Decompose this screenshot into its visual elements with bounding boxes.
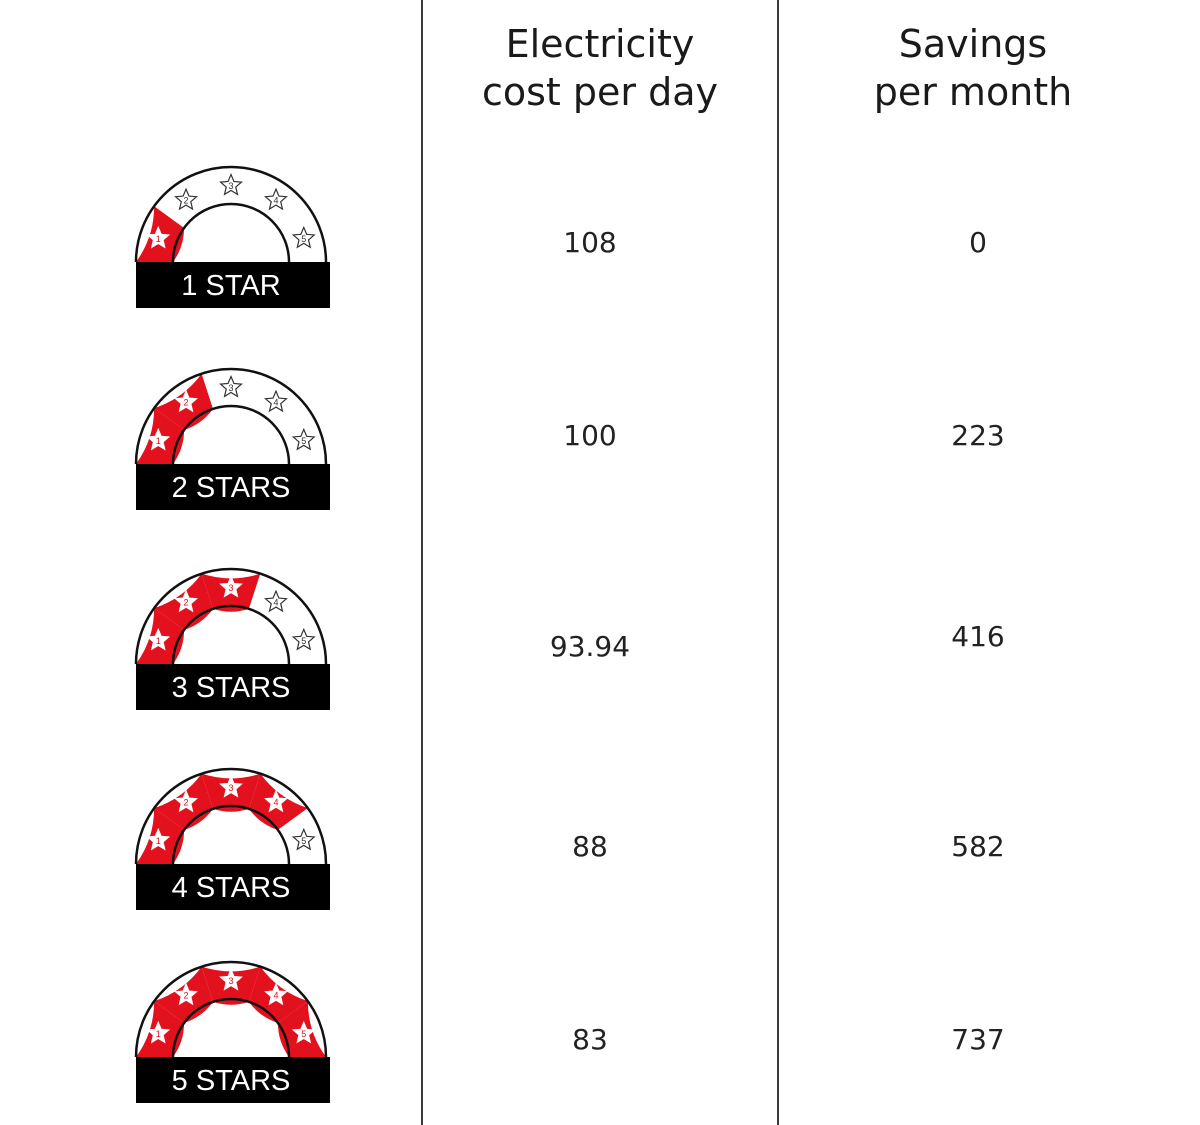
- star-icon: [291, 1020, 316, 1044]
- star-number: 2: [184, 798, 189, 808]
- savings-value: 0: [969, 226, 987, 259]
- rating-label: 1 STAR: [181, 270, 280, 302]
- star-icon: [291, 427, 316, 451]
- star-icon: [174, 982, 198, 1006]
- column-divider-right: [777, 0, 779, 1125]
- star-number: 5: [301, 1029, 306, 1039]
- star-icon: [146, 827, 171, 851]
- rating-label-band: [136, 1057, 330, 1103]
- star-icon: [264, 589, 288, 613]
- star-rating-gauge: 1 2 3 4 5 4 STARS: [134, 767, 330, 910]
- savings-value: 223: [951, 419, 1005, 452]
- star-number: 2: [184, 598, 189, 608]
- star-number: 5: [301, 234, 306, 244]
- rating-label: 4 STARS: [172, 872, 291, 904]
- star-icon: [291, 827, 316, 851]
- star-number: 5: [301, 436, 306, 446]
- star-rating-badge: 1 2 3 4 5 4 STARS: [132, 760, 330, 910]
- star-number: 1: [156, 1029, 161, 1039]
- star-number: 3: [228, 976, 233, 986]
- star-number: 2: [184, 991, 189, 1001]
- star-rating-gauge: 1 2 3 4 5 2 STARS: [134, 367, 330, 510]
- star-icon: [146, 427, 171, 451]
- cost-column-header: Electricity cost per day: [481, 22, 718, 114]
- star-icon: [219, 374, 243, 398]
- rating-label-band: [136, 864, 330, 910]
- star-icon: [146, 225, 171, 249]
- star-icon: [291, 225, 316, 249]
- star-icon: [174, 389, 198, 413]
- star-number: 5: [301, 636, 306, 646]
- star-number: 1: [156, 234, 161, 244]
- star-number: 2: [184, 398, 189, 408]
- star-icon: [219, 574, 243, 598]
- cost-value: 93.94: [549, 630, 631, 663]
- savings-value: 416: [951, 620, 1005, 653]
- cost-value: 88: [572, 830, 608, 863]
- rating-label-band: [136, 464, 330, 510]
- star-icon: [174, 187, 198, 211]
- star-number: 3: [228, 583, 233, 593]
- star-number: 4: [273, 798, 278, 808]
- star-rating-badge: 1 2 3 4 5 2 STARS: [132, 360, 330, 510]
- star-number: 4: [273, 991, 278, 1001]
- rating-label: 3 STARS: [172, 672, 291, 704]
- savings-value: 737: [951, 1023, 1005, 1056]
- rating-label: 2 STARS: [172, 472, 291, 504]
- star-number: 3: [228, 783, 233, 793]
- star-rating-gauge: 1 2 3 4 5 3 STARS: [134, 567, 330, 710]
- star-rating-gauge: 1 2 3 4 5 5 STARS: [134, 960, 330, 1103]
- star-icon: [219, 172, 243, 196]
- star-number: 2: [184, 196, 189, 206]
- star-icon: [291, 627, 316, 651]
- star-number: 5: [301, 836, 306, 846]
- star-number: 1: [156, 636, 161, 646]
- column-divider-left: [421, 0, 423, 1125]
- rating-label-band: [136, 262, 330, 308]
- star-number: 1: [156, 436, 161, 446]
- cost-value: 83: [572, 1023, 608, 1056]
- rating-label-band: [136, 664, 330, 710]
- star-icon: [219, 967, 243, 991]
- star-icon: [174, 589, 198, 613]
- cost-value: 108: [563, 226, 617, 259]
- star-number: 4: [273, 196, 278, 206]
- rating-label: 5 STARS: [172, 1065, 291, 1097]
- savings-value: 582: [951, 830, 1005, 863]
- star-icon: [146, 1020, 171, 1044]
- star-icon: [264, 789, 288, 813]
- star-icon: [264, 389, 288, 413]
- star-rating-badge: 1 2 3 4 5 1 STAR: [132, 158, 330, 308]
- savings-column-header: Savings per month: [873, 22, 1073, 114]
- star-number: 4: [273, 598, 278, 608]
- star-icon: [174, 789, 198, 813]
- star-rating-badge: 1 2 3 4 5 3 STARS: [132, 560, 330, 710]
- star-icon: [264, 187, 288, 211]
- star-rating-gauge: 1 2 3 4 5 1 STAR: [134, 165, 330, 308]
- star-number: 3: [228, 383, 233, 393]
- star-number: 4: [273, 398, 278, 408]
- star-rating-badge: 1 2 3 4 5 5 STARS: [132, 953, 330, 1103]
- star-icon: [146, 627, 171, 651]
- star-number: 3: [228, 181, 233, 191]
- cost-value: 100: [563, 419, 617, 452]
- star-number: 1: [156, 836, 161, 846]
- star-icon: [219, 774, 243, 798]
- star-icon: [264, 982, 288, 1006]
